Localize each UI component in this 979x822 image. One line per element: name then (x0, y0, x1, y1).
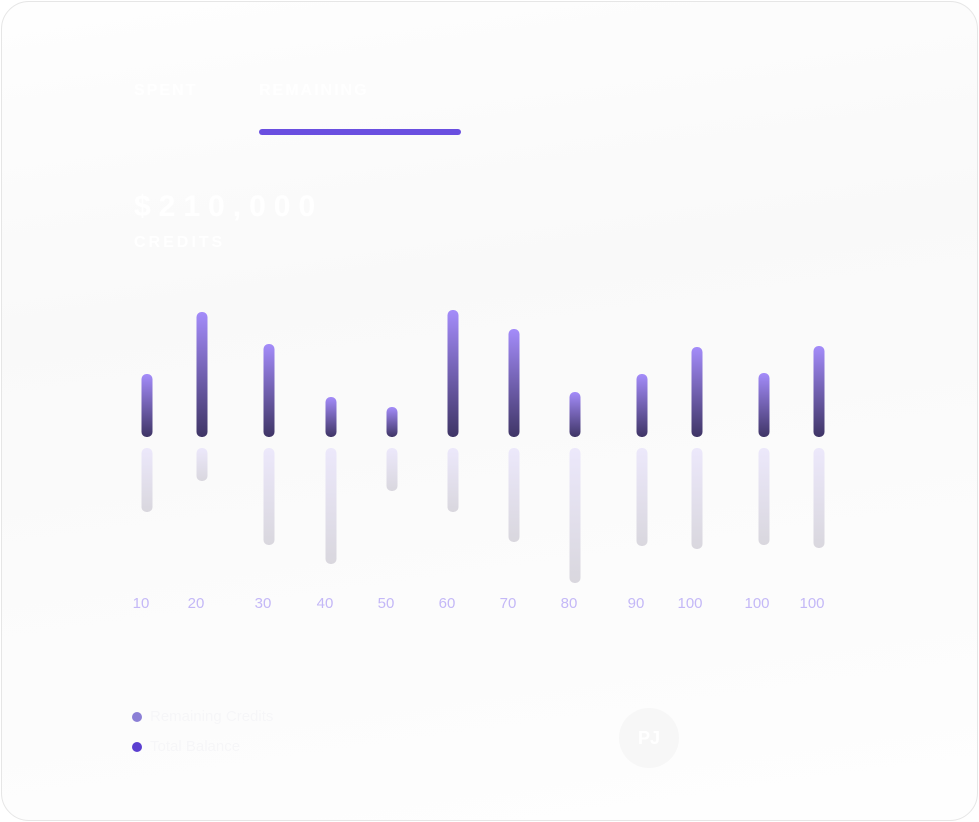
bar-upper (636, 374, 648, 437)
bar-upper (325, 397, 337, 437)
tab-spent[interactable]: SPENT (134, 82, 198, 99)
tab-remaining[interactable]: REMAINING (259, 82, 369, 99)
bar-lower (447, 448, 459, 512)
bar-upper (196, 312, 208, 437)
bar-lower (758, 448, 770, 545)
legend-label: Total Balance (150, 738, 241, 755)
bar-lower (569, 448, 581, 583)
bar-upper (386, 407, 398, 437)
tick-label: 90 (628, 595, 645, 612)
bar-lower (508, 448, 520, 542)
bar-upper (447, 310, 459, 437)
tick-label: 30 (255, 595, 272, 612)
bar-lower (141, 448, 153, 512)
legend-item-total: Total Balance (132, 738, 240, 755)
balance-amount: $210,000 (134, 190, 324, 223)
tick-label: 70 (500, 595, 517, 612)
tick-label: 40 (317, 595, 334, 612)
tick-label: 10 (133, 595, 150, 612)
bar-lower (813, 448, 825, 548)
bar-lower (386, 448, 398, 491)
bar-lower (196, 448, 208, 481)
bar-upper (758, 373, 770, 437)
bar-upper (508, 329, 520, 437)
bar-lower (325, 448, 337, 564)
bar-lower (691, 448, 703, 549)
bar-lower (636, 448, 648, 546)
tick-label: 50 (378, 595, 395, 612)
legend-dot (132, 741, 142, 752)
bar-upper (263, 344, 275, 437)
tick-label: 80 (561, 595, 578, 612)
legend-dot (132, 711, 142, 722)
bar-upper (691, 347, 703, 437)
active-tab-indicator (259, 129, 461, 135)
bar-lower (263, 448, 275, 545)
tick-label: 100 (677, 595, 702, 612)
tick-label: 20 (188, 595, 205, 612)
tick-label: 100 (744, 595, 769, 612)
bar-upper (141, 374, 153, 437)
legend-item-remaining: Remaining Credits (132, 708, 273, 725)
balance-unit: CREDITS (134, 234, 226, 251)
avatar[interactable]: PJ (619, 708, 679, 768)
bar-upper (569, 392, 581, 437)
tick-label: 100 (799, 595, 824, 612)
legend-label: Remaining Credits (150, 708, 274, 725)
tick-label: 60 (439, 595, 456, 612)
bar-upper (813, 346, 825, 437)
